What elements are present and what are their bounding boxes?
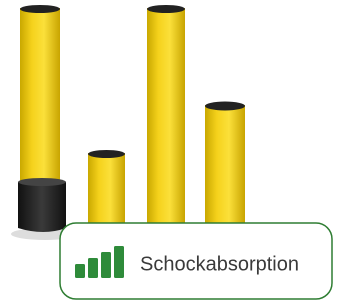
badge-label: Schockabsorption (140, 253, 299, 275)
badge: Schockabsorption (60, 223, 332, 299)
page: {"badge": {"label": "Schockabsorption"}} (0, 0, 337, 303)
bollards (11, 5, 245, 240)
product-image: Schockabsorption (0, 0, 337, 303)
